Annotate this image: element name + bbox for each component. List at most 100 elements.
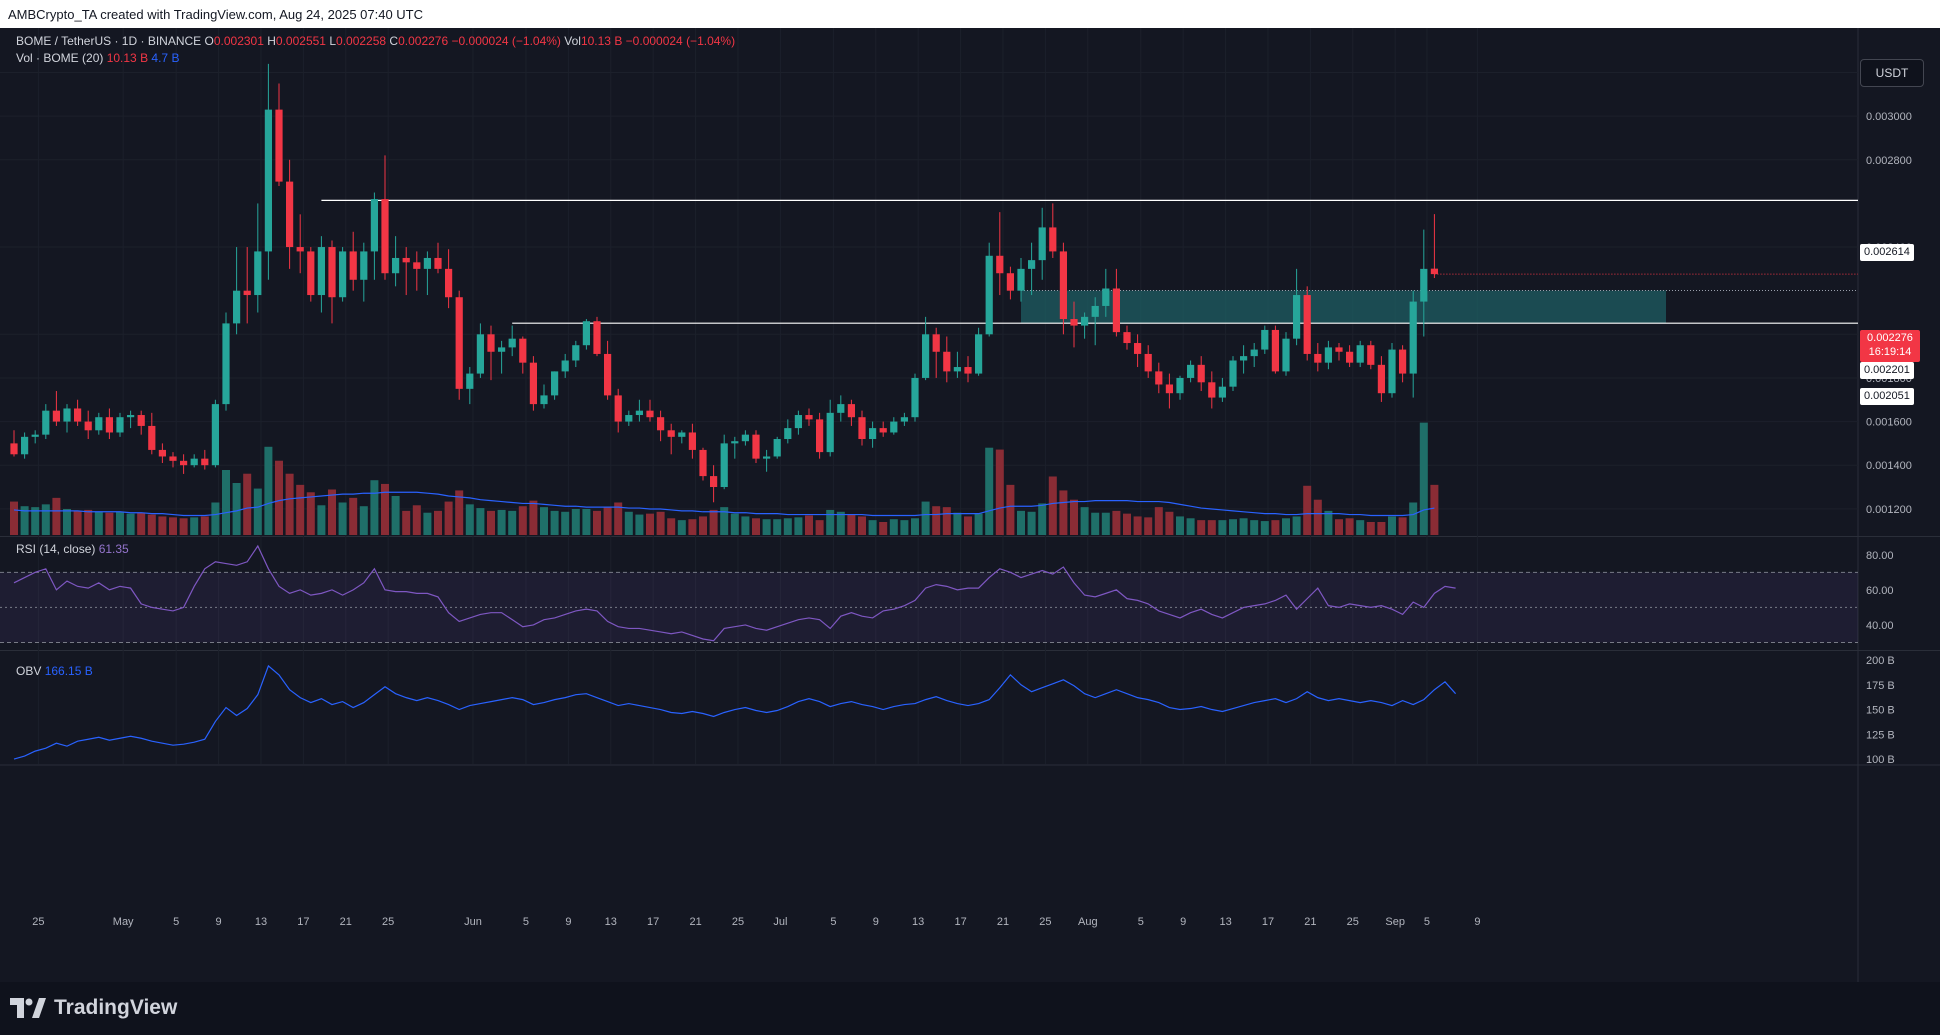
volume-bar — [1017, 510, 1025, 535]
candle-body — [180, 460, 188, 466]
tradingview-brand: TradingView — [54, 996, 178, 1019]
volume-bar — [338, 502, 347, 535]
open-value: 0.002301 — [213, 34, 264, 48]
candle-body — [741, 434, 749, 442]
volume-bar — [805, 515, 813, 535]
candle-countdown: 16:19:14 — [1868, 346, 1912, 358]
volume-bar — [1091, 512, 1100, 535]
candle-body — [339, 251, 347, 298]
candle-body — [1335, 347, 1343, 352]
time-tick-label: 21 — [689, 916, 701, 928]
candle-body — [169, 456, 177, 461]
chart-area[interactable]: 0.0032000.0030000.0028000.0024000.002000… — [0, 28, 1940, 982]
volume-bar — [889, 519, 898, 535]
volume-bar — [84, 509, 93, 535]
volume-legend: Vol · BOME (20) 10.13 B 4.7 B — [16, 51, 179, 65]
candle-body — [381, 199, 389, 274]
volume-bar — [1282, 518, 1290, 535]
rsi-label[interactable]: RSI (14, close) — [16, 542, 96, 556]
volume-bar — [41, 504, 50, 535]
obv-tick-label: 125 B — [1866, 729, 1895, 741]
volume-bar — [932, 506, 941, 535]
candle-body — [402, 257, 410, 263]
candle-body — [392, 257, 400, 274]
candle-body — [1112, 288, 1120, 333]
volume-bar — [1388, 516, 1396, 535]
tradingview-logo[interactable]: TradingView — [10, 996, 177, 1020]
volume-bar — [1207, 520, 1216, 535]
candle-body — [42, 410, 50, 435]
volume-bar — [1271, 520, 1280, 535]
candle-body — [593, 321, 601, 354]
high-label: H — [267, 34, 276, 48]
volume-bar — [94, 511, 103, 535]
volume-bar — [200, 516, 209, 535]
rsi-legend: RSI (14, close) 61.35 — [16, 542, 129, 556]
volume-indicator-value: 10.13 B — [106, 51, 149, 65]
time-tick-label: 25 — [382, 916, 394, 928]
candle-body — [370, 199, 378, 252]
attribution-text: AMBCrypto_TA created with TradingView.co… — [8, 7, 424, 22]
volume-bar — [412, 505, 421, 535]
obv-line — [13, 664, 1457, 760]
candle-body — [890, 421, 898, 433]
rsi-value: 61.35 — [98, 542, 129, 556]
volume-bar — [10, 501, 18, 535]
time-tick-label: 17 — [647, 916, 659, 928]
time-tick-label: 17 — [954, 916, 966, 928]
obv-label[interactable]: OBV — [16, 664, 42, 678]
change-value: −0.000024 (−1.04%) — [451, 34, 561, 48]
volume-bar — [402, 510, 411, 535]
time-tick-label: 13 — [605, 916, 617, 928]
volume-bar — [624, 511, 633, 535]
candle-body — [105, 417, 113, 433]
price-tick-label: 0.001400 — [1866, 460, 1912, 472]
volume-bar — [1229, 519, 1237, 535]
candle-body — [1102, 288, 1110, 306]
volume-bar — [31, 507, 40, 535]
volume-bar — [116, 511, 124, 535]
volume-bar — [1324, 510, 1333, 535]
candle-body — [1218, 386, 1226, 398]
candle-body — [932, 334, 940, 352]
candle-body — [943, 351, 951, 372]
volume-indicator-label[interactable]: Vol · BOME (20) — [16, 51, 104, 65]
volume-bar — [540, 507, 548, 535]
symbol-title[interactable]: BOME / TetherUS · 1D · BINANCE — [16, 34, 202, 48]
volume-bar — [1419, 422, 1428, 535]
volume-bar — [677, 520, 686, 535]
volume-bar — [614, 502, 623, 535]
chart-canvas[interactable]: 0.0032000.0030000.0028000.0024000.002000… — [0, 28, 1940, 982]
candle-body — [137, 415, 145, 426]
candle-body — [837, 404, 845, 413]
volume-bar — [232, 483, 241, 535]
volume-bar — [264, 446, 273, 535]
volume-bar — [105, 512, 114, 535]
candle-body — [1155, 371, 1163, 385]
candle-body — [52, 410, 60, 422]
volume-bar — [858, 516, 866, 535]
volume-bar — [1313, 499, 1322, 535]
volume-bar — [1239, 518, 1248, 535]
low-value: 0.002258 — [336, 34, 387, 48]
candle-body — [476, 334, 484, 374]
volume-bar — [518, 506, 527, 535]
volume-bar — [1123, 513, 1131, 535]
candle-body — [1324, 347, 1332, 363]
volume-bar — [52, 497, 61, 535]
volume-bar — [964, 516, 972, 535]
candle-body — [1303, 295, 1311, 354]
candle-body — [1176, 377, 1184, 394]
volume-bar — [63, 509, 71, 535]
candle-body — [264, 109, 272, 252]
price-tick-label: 0.002800 — [1866, 155, 1912, 167]
volume-bar — [762, 519, 771, 535]
candle-body — [243, 290, 251, 296]
candle-body — [466, 373, 474, 389]
volume-bar — [444, 501, 453, 535]
currency-button[interactable]: USDT — [1860, 59, 1924, 87]
volume-bar — [720, 507, 729, 535]
volume-bar — [1112, 510, 1121, 535]
vol-label: Vol — [564, 34, 581, 48]
candle-body — [95, 417, 103, 431]
